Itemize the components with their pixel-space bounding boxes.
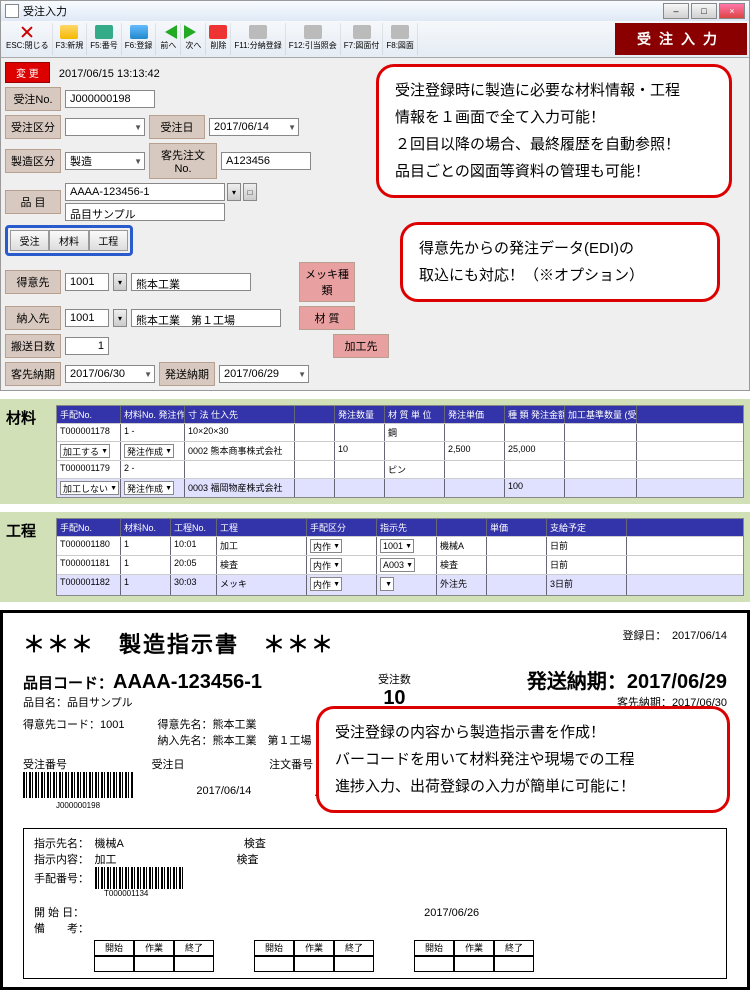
- prev-icon: [159, 25, 177, 39]
- order-seg-select[interactable]: [65, 118, 145, 136]
- callout-1: 受注登録時に製造に必要な材料情報・工程 情報を１画面で全て入力可能！ ２回目以降…: [376, 64, 732, 198]
- cust-label: 得意先: [5, 270, 61, 294]
- tb-f8[interactable]: F8:図面: [383, 23, 418, 55]
- tb-f12[interactable]: F12:引当照会: [286, 23, 341, 55]
- item-label: 品 目: [5, 190, 61, 214]
- app-icon: [5, 4, 19, 18]
- save-icon: [130, 25, 148, 39]
- close-window-button[interactable]: ×: [719, 3, 745, 19]
- tb-prev[interactable]: 前へ: [156, 23, 181, 55]
- materials-grid: 手配No.材料No. 発注作成寸 法 仕入先発注数量材 質 単 位発注単価種 類…: [56, 405, 744, 498]
- callout-2: 得意先からの発注データ(EDI)の 取込にも対応！（※オプション）: [400, 222, 720, 302]
- attach-icon: [353, 25, 371, 39]
- tb-f6[interactable]: F6:登録: [122, 23, 157, 55]
- deliv-lookup-button[interactable]: ▾: [113, 309, 127, 327]
- barcode-arrange: [95, 867, 185, 889]
- report-title: ＊＊＊ 製造指示書 ＊＊＊: [23, 627, 335, 659]
- new-icon: [60, 25, 78, 39]
- plating-label: メッキ種類: [299, 262, 355, 302]
- split-icon: [249, 25, 267, 39]
- deliv-code-field[interactable]: 1001: [65, 309, 109, 327]
- material-q-label: 材 質: [299, 306, 355, 330]
- tb-f5[interactable]: F5:番号: [87, 23, 122, 55]
- days-label: 搬送日数: [5, 334, 61, 358]
- tb-del[interactable]: 削除: [206, 23, 231, 55]
- drawing-icon: [391, 25, 409, 39]
- time-cells-1: 開始作業終了: [94, 940, 214, 956]
- next-icon: [184, 25, 202, 39]
- order-seg-label: 受注区分: [5, 115, 61, 139]
- detail-tabs: 受注 材料 工程: [5, 225, 133, 256]
- order-date-label: 受注日: [149, 115, 205, 139]
- processes-title: 工程: [6, 520, 36, 541]
- titlebar: 受注入力 – □ ×: [1, 1, 749, 21]
- close-icon: [18, 25, 36, 39]
- item-lookup-button[interactable]: ▾: [227, 183, 241, 201]
- tab-order[interactable]: 受注: [10, 230, 49, 251]
- deliv-label: 納入先: [5, 306, 61, 330]
- report-item-name: 品目サンプル: [67, 697, 133, 709]
- cust-lookup-button[interactable]: ▾: [113, 273, 127, 291]
- tb-f7[interactable]: F7:図面付: [341, 23, 384, 55]
- callout-3: 受注登録の内容から製造指示書を作成！ バーコードを用いて材料発注や現場での工程 …: [316, 706, 730, 813]
- cust-due-field[interactable]: 2017/06/30: [65, 365, 155, 383]
- processes-grid: 手配No.材料No.工程No.工程手配区分指示先単価支給予定T000001180…: [56, 518, 744, 596]
- barcode-order: [23, 772, 133, 798]
- alloc-icon: [304, 25, 322, 39]
- delete-icon: [209, 25, 227, 39]
- tab-process[interactable]: 工程: [89, 230, 128, 251]
- order-no-field[interactable]: J000000198: [65, 90, 155, 108]
- materials-panel: 材料 手配No.材料No. 発注作成寸 法 仕入先発注数量材 質 単 位発注単価…: [0, 399, 750, 504]
- cust-order-field[interactable]: A123456: [221, 152, 311, 170]
- tab-material[interactable]: 材料: [49, 230, 88, 251]
- materials-title: 材料: [6, 407, 36, 428]
- toolbar: ESC:閉じる F3:新規 F5:番号 F6:登録 前へ 次へ 削除 F11:分…: [1, 21, 749, 58]
- tb-f11[interactable]: F11:分納登録: [231, 23, 285, 55]
- tb-f3[interactable]: F3:新規: [53, 23, 88, 55]
- cust-code-field[interactable]: 1001: [65, 273, 109, 291]
- order-no-label: 受注No.: [5, 87, 61, 111]
- processes-panel: 工程 手配No.材料No.工程No.工程手配区分指示先単価支給予定T000001…: [0, 512, 750, 602]
- number-icon: [95, 25, 113, 39]
- instruction-box: 指示先名： 機械A検査 指示内容： 加工検査 手配番号： T000001134 …: [23, 828, 727, 979]
- deliv-name-field: 熊本工業 第１工場: [131, 309, 281, 327]
- maximize-button[interactable]: □: [691, 3, 717, 19]
- cust-order-label: 客先注文No.: [149, 143, 217, 179]
- window-title: 受注入力: [23, 3, 663, 19]
- tb-esc[interactable]: ESC:閉じる: [3, 23, 53, 55]
- ship-due-field[interactable]: 2017/06/29: [219, 365, 309, 383]
- time-cells-2: 開始作業終了: [254, 940, 374, 956]
- proc-dest-label: 加工先: [333, 334, 389, 358]
- item-code-field[interactable]: AAAA-123456-1: [65, 183, 225, 201]
- mfg-seg-select[interactable]: 製造: [65, 152, 145, 170]
- change-button[interactable]: 変 更: [5, 62, 50, 83]
- time-cells-3: 開始作業終了: [414, 940, 534, 956]
- cust-due-label: 客先納期: [5, 362, 61, 386]
- minimize-button[interactable]: –: [663, 3, 689, 19]
- timestamp: 2017/06/15 13:13:42: [59, 68, 160, 80]
- tb-next[interactable]: 次へ: [181, 23, 206, 55]
- cust-name-field: 熊本工業: [131, 273, 251, 291]
- screen-banner: 受注入力: [615, 23, 747, 55]
- item-name-field[interactable]: 品目サンプル: [65, 203, 225, 221]
- mfg-seg-label: 製造区分: [5, 149, 61, 173]
- days-field[interactable]: 1: [65, 337, 109, 355]
- report-item-code: AAAA-123456-1: [113, 671, 262, 693]
- report-ship-due: 2017/06/29: [627, 671, 727, 693]
- order-date-field[interactable]: 2017/06/14: [209, 118, 299, 136]
- item-clear-button[interactable]: □: [243, 183, 257, 201]
- ship-due-label: 発送納期: [159, 362, 215, 386]
